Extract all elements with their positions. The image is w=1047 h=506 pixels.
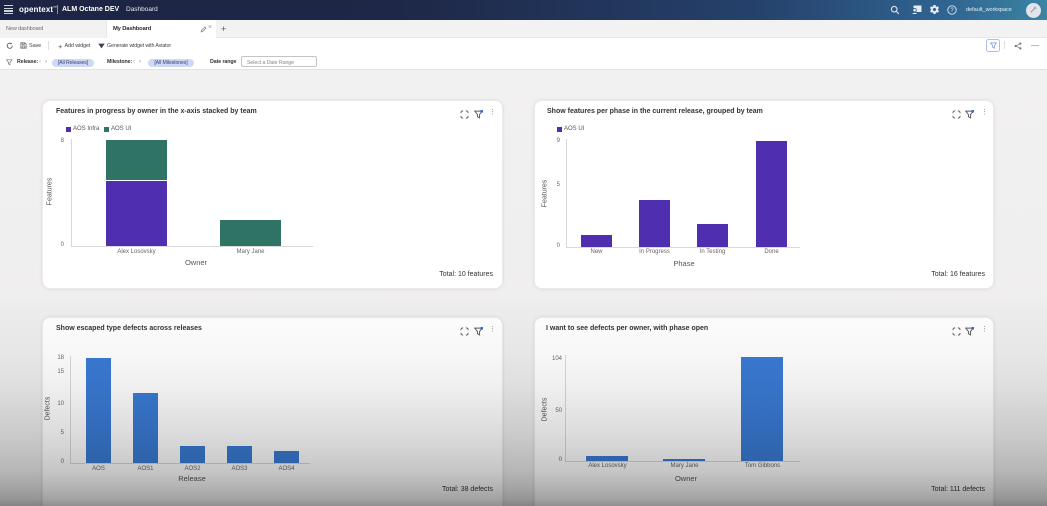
svg-text:?: ? bbox=[950, 8, 954, 14]
